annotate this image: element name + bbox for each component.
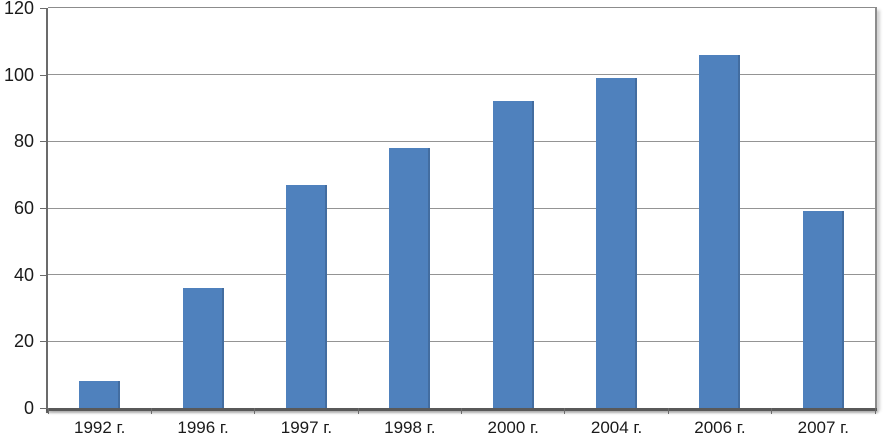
x-axis-tick	[47, 408, 49, 414]
bar	[285, 184, 327, 408]
bar	[699, 54, 741, 408]
gridline	[48, 207, 875, 209]
y-tick-label: 0	[23, 398, 34, 418]
bar	[79, 381, 121, 408]
bar	[182, 288, 224, 408]
y-axis-tick	[40, 74, 48, 76]
y-tick-label: 120	[3, 0, 34, 18]
y-axis-tick	[40, 141, 48, 143]
y-axis-line	[46, 8, 48, 413]
bar	[802, 211, 844, 408]
bar	[389, 148, 431, 408]
x-tick-label: 1992 г.	[73, 418, 126, 437]
gridline	[48, 340, 875, 342]
gridline	[48, 74, 875, 76]
bar	[596, 78, 638, 408]
y-axis-tick	[40, 408, 48, 409]
y-tick-label: 80	[13, 131, 34, 152]
y-axis-tick	[40, 341, 48, 343]
bar	[492, 101, 534, 408]
x-tick-label: 1997 г.	[280, 418, 333, 437]
x-axis-tick	[771, 408, 773, 414]
x-tick-label: 1996 г.	[177, 418, 229, 437]
y-axis-tick	[40, 208, 48, 209]
x-axis-tick	[667, 408, 669, 414]
y-axis-tick	[40, 274, 48, 276]
x-tick-label: 2006 г.	[694, 418, 746, 437]
y-axis-tick	[40, 8, 48, 9]
plot-area	[48, 7, 877, 408]
x-tick-label: 2004 г.	[590, 418, 643, 437]
y-tick-label: 20	[13, 331, 34, 352]
y-tick-label: 60	[13, 198, 34, 218]
x-tick-label: 2000 г.	[487, 418, 539, 437]
x-axis-tick	[874, 408, 876, 414]
y-tick-label: 100	[3, 64, 34, 85]
x-tick-label: 2007 г.	[797, 418, 849, 437]
gridline	[48, 140, 875, 142]
gridline	[48, 274, 875, 276]
x-axis-tick	[254, 408, 256, 414]
x-axis-tick	[461, 408, 462, 414]
x-axis-tick	[150, 408, 152, 414]
x-axis-tick	[564, 408, 566, 414]
y-tick-label: 40	[13, 264, 34, 285]
x-tick-label: 1998 г.	[384, 418, 436, 437]
x-axis-tick	[357, 408, 359, 414]
